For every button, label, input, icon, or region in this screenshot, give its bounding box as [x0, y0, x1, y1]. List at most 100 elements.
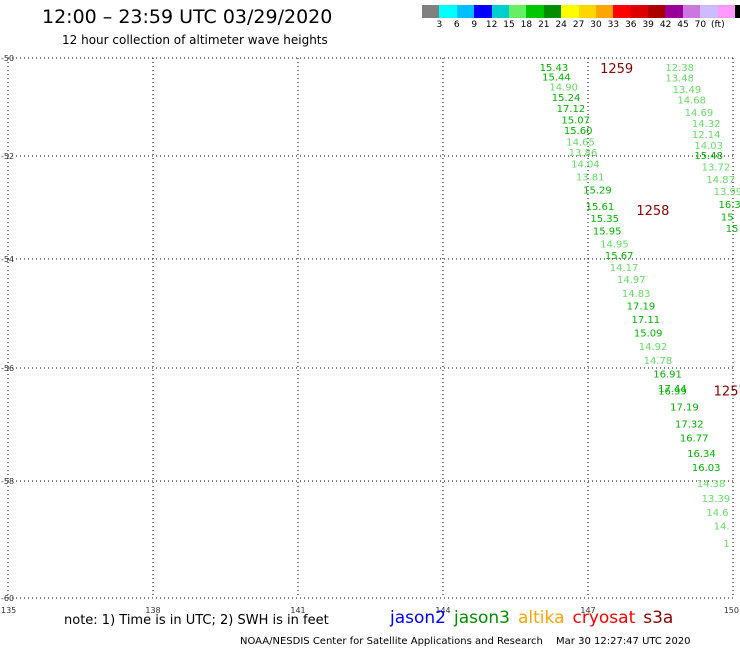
wave-height-label: 15.07	[561, 115, 590, 126]
lon-tick-label: 144	[435, 606, 450, 615]
wave-height-label: 16.99	[658, 387, 687, 398]
wave-height-label: 14.	[714, 521, 730, 532]
legend-label: 12	[485, 20, 498, 30]
legend-swatch	[439, 5, 457, 18]
legend-swatches	[422, 5, 740, 18]
lon-tick-label: 138	[145, 606, 160, 615]
legend-swatch	[648, 5, 666, 18]
satellite-key: jason2 jason3 altika cryosat s3a	[390, 608, 681, 628]
legend-swatch	[474, 5, 492, 18]
lon-tick-label: 150	[724, 606, 739, 615]
wave-height-label: 15	[721, 212, 734, 223]
pass-labels: 1259 1258 1257	[600, 62, 740, 400]
color-legend: 3 6 9 12 15 18 21 24 27 30 33 36 39 42 45 70 (ft)	[422, 5, 740, 32]
wave-height-label: 15.43	[540, 63, 569, 74]
note-text: note: 1) Time is in UTC; 2) SWH is in fe…	[64, 613, 329, 628]
wave-height-label: 17.11	[632, 315, 661, 326]
wave-height-label: 14.32	[692, 119, 721, 130]
legend-swatch	[456, 5, 475, 18]
legend-label: 3	[436, 20, 443, 30]
wave-height-label: 14.97	[617, 275, 646, 286]
wave-height-label: 13.48	[665, 74, 694, 85]
legend-label: 9	[471, 20, 478, 30]
satellite-jason2: jason2	[390, 608, 446, 628]
wave-observations: 15.4315.4414.9015.2417.1215.0715.6014.65…	[540, 63, 740, 550]
legend-swatch	[717, 5, 736, 18]
lon-tick-label: 135	[1, 606, 16, 615]
wave-height-label: 15.60	[564, 126, 593, 137]
wave-height-label: 12.14	[692, 130, 721, 141]
wave-height-label: 13.86	[569, 148, 598, 159]
legend-label: 15	[503, 20, 515, 30]
pass-number-label: 1257	[714, 385, 740, 400]
footer-credit: NOAA/NESDIS Center for Satellite Applica…	[240, 636, 543, 647]
wave-height-label: 15.29	[583, 185, 612, 196]
legend-labels: 3 6 9 12 15 18 21 24 27 30 33 36 39 42 45 70 (ft)	[422, 18, 740, 32]
footer: NOAA/NESDIS Center for Satellite Applica…	[240, 636, 701, 647]
wave-height-label: 17.19	[627, 301, 656, 312]
lat-lon-grid	[7, 57, 734, 599]
wave-height-label: 14.95	[600, 240, 629, 251]
satellite-cryosat: cryosat	[572, 608, 636, 628]
wave-height-label: 14.68	[677, 96, 706, 107]
pass-number-label: 1258	[636, 204, 669, 219]
wave-height-label: 14.65	[566, 137, 595, 148]
legend-swatch	[682, 5, 701, 18]
legend-swatch	[630, 5, 649, 18]
legend-swatch	[526, 5, 544, 18]
lat-tick-label: -52	[1, 152, 14, 161]
legend-label: 33	[607, 20, 620, 30]
wave-height-label: 15.35	[590, 214, 619, 225]
wave-height-label: 14.69	[685, 108, 714, 119]
legend-label: 70	[694, 20, 707, 30]
satellite-altika: altika	[518, 608, 565, 628]
legend-swatch	[543, 5, 562, 18]
wave-height-label: 13.49	[673, 85, 702, 96]
wave-height-label: 15.09	[634, 329, 663, 340]
wave-height-label: 16.34	[687, 449, 716, 460]
wave-height-label: 17.32	[675, 419, 704, 430]
legend-label: 42	[659, 20, 672, 30]
lat-tick-label: -58	[1, 477, 14, 486]
wave-height-label: 13.39	[702, 494, 731, 505]
legend-label: 24	[555, 20, 567, 30]
legend-label: 27	[572, 20, 585, 30]
legend-swatch	[665, 5, 683, 18]
lon-tick-label: 141	[290, 606, 305, 615]
wave-height-label: 17.19	[670, 402, 699, 413]
footer-timestamp: Mar 30 12:27:47 UTC 2020	[556, 636, 691, 647]
pass-number-label: 1259	[600, 62, 633, 77]
wave-height-label: 13.99	[714, 187, 740, 198]
legend-label: 45	[677, 20, 689, 30]
wave-height-label: 16.77	[680, 433, 709, 444]
wave-height-label: 14.83	[622, 289, 651, 300]
wave-height-label: 14.90	[549, 82, 578, 93]
lat-tick-label: -60	[1, 594, 14, 603]
wave-height-label: 14.92	[639, 342, 668, 353]
wave-height-label: 15.67	[605, 251, 634, 262]
satellite-s3a: s3a	[643, 608, 674, 628]
legend-swatch	[578, 5, 596, 18]
lat-tick-label: -54	[1, 255, 14, 264]
axis-labels: -50 -52 -54 -56 -58 -60 135 138 141 144 147 150	[1, 54, 739, 615]
legend-swatch	[595, 5, 614, 18]
legend-swatch	[700, 5, 718, 18]
legend-label: 39	[642, 20, 654, 30]
wave-height-label: 14.17	[610, 263, 639, 274]
wave-height-label: 15.48	[694, 151, 723, 162]
legend-swatch	[491, 5, 509, 18]
lat-tick-label: -56	[1, 364, 14, 373]
lat-tick-label: -50	[1, 54, 14, 63]
wave-height-label: 15.24	[552, 93, 581, 104]
legend-label: 18	[520, 20, 533, 30]
wave-height-label: 13.72	[702, 162, 731, 173]
wave-height-label: 14.78	[644, 356, 673, 367]
legend-label: 30	[590, 20, 602, 30]
wave-height-label: 14.03	[694, 141, 723, 152]
wave-height-label: 17.12	[557, 104, 586, 115]
wave-height-label: 1	[723, 539, 729, 550]
wave-height-label: 15.61	[586, 202, 615, 213]
legend-label: 36	[625, 20, 637, 30]
wave-height-label: 13.81	[576, 173, 605, 184]
